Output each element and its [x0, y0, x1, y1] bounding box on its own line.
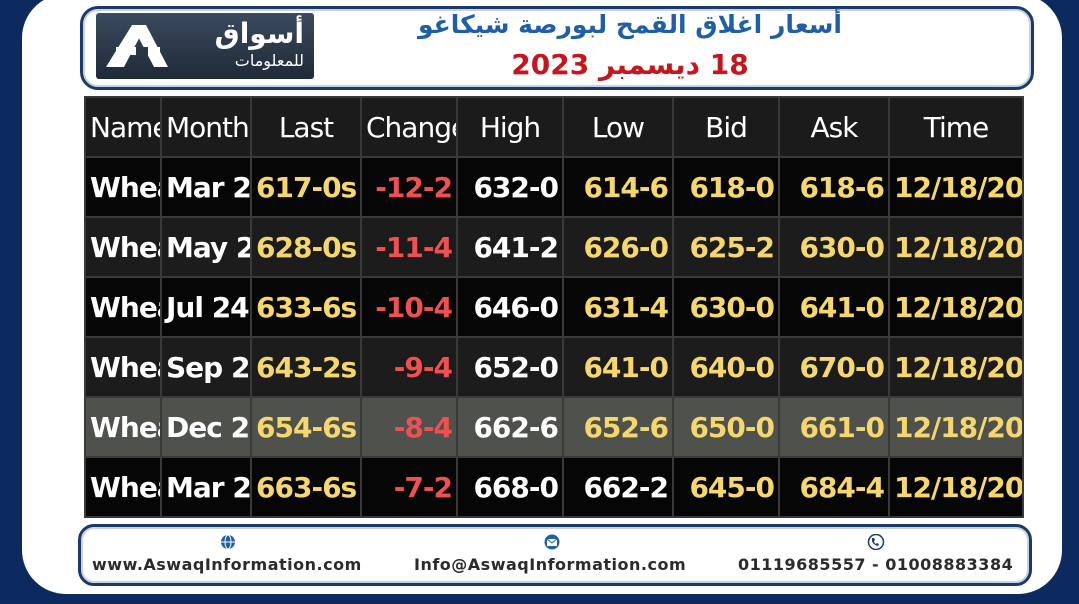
table-row: Wheat Dec 24 654-6s -8-4 662-6 652-6 650… [84, 396, 1024, 458]
cell-last: 633-6s [250, 276, 362, 338]
cell-change: -8-4 [360, 396, 458, 458]
cell-last: 654-6s [250, 396, 362, 458]
cell-time: 12/18/2023 [888, 336, 1024, 398]
cell-name: Wheat [84, 276, 162, 338]
logo-mark-icon [106, 25, 168, 67]
cell-high: 662-6 [456, 396, 564, 458]
page-title: أسعار اغلاق القمح لبورصة شيكاغو [417, 10, 842, 39]
cell-month: Dec 24 [160, 396, 252, 458]
cell-ask: 684-4 [778, 456, 890, 518]
logo-text-secondary: للمعلومات [234, 51, 304, 70]
cell-name: Wheat [84, 156, 162, 218]
cell-month: Jul 24 [160, 276, 252, 338]
phone-icon [867, 534, 885, 550]
cell-high: 641-2 [456, 216, 564, 278]
cell-name: Wheat [84, 396, 162, 458]
column-header-name: Name [84, 96, 162, 158]
cell-ask: 630-0 [778, 216, 890, 278]
cell-name: Wheat [84, 336, 162, 398]
envelope-icon [544, 534, 560, 550]
cell-low: 652-6 [562, 396, 674, 458]
cell-change: -11-4 [360, 216, 458, 278]
cell-low: 662-2 [562, 456, 674, 518]
cell-ask: 670-0 [778, 336, 890, 398]
cell-high: 652-0 [456, 336, 564, 398]
cell-month: Mar 24 [160, 156, 252, 218]
cell-bid: 630-0 [672, 276, 780, 338]
table-row: Wheat Mar 24 617-0s -12-2 632-0 614-6 61… [84, 156, 1024, 218]
page-date: 18 ديسمبر 2023 [511, 48, 749, 81]
cell-time: 12/18/2023 [888, 276, 1024, 338]
footer-phone-numbers: 01119685557 - 01008883384 [738, 555, 1014, 574]
price-table: Name Month Last Change High Low Bid Ask … [84, 96, 1024, 518]
cell-change: -7-2 [360, 456, 458, 518]
cell-change: -12-2 [360, 156, 458, 218]
cell-high: 632-0 [456, 156, 564, 218]
cell-bid: 618-0 [672, 156, 780, 218]
column-header-time: Time [888, 96, 1024, 158]
cell-high: 668-0 [456, 456, 564, 518]
globe-icon [221, 534, 235, 550]
cell-name: Wheat [84, 456, 162, 518]
cell-time: 12/18/2023 [888, 456, 1024, 518]
cell-low: 641-0 [562, 336, 674, 398]
table-row: Wheat May 24 628-0s -11-4 641-2 626-0 62… [84, 216, 1024, 278]
cell-time: 12/18/2023 [888, 156, 1024, 218]
cell-last: 643-2s [250, 336, 362, 398]
cell-time: 12/18/2023 [888, 216, 1024, 278]
cell-low: 631-4 [562, 276, 674, 338]
table-row: Wheat Sep 24 643-2s -9-4 652-0 641-0 640… [84, 336, 1024, 398]
column-header-last: Last [250, 96, 362, 158]
cell-bid: 645-0 [672, 456, 780, 518]
cell-name: Wheat [84, 216, 162, 278]
cell-month: May 24 [160, 216, 252, 278]
cell-low: 626-0 [562, 216, 674, 278]
cell-bid: 625-2 [672, 216, 780, 278]
table-header-row: Name Month Last Change High Low Bid Ask … [84, 96, 1024, 158]
cell-change: -9-4 [360, 336, 458, 398]
brand-logo: أسواق للمعلومات [96, 13, 314, 79]
cell-high: 646-0 [456, 276, 564, 338]
cell-ask: 618-6 [778, 156, 890, 218]
cell-bid: 640-0 [672, 336, 780, 398]
price-table-container: Name Month Last Change High Low Bid Ask … [84, 96, 1024, 518]
column-header-ask: Ask [778, 96, 890, 158]
column-header-change: Change [360, 96, 458, 158]
cell-last: 663-6s [250, 456, 362, 518]
table-row: Wheat Mar 25 663-6s -7-2 668-0 662-2 645… [84, 456, 1024, 518]
cell-time: 12/18/2023 [888, 396, 1024, 458]
cell-bid: 650-0 [672, 396, 780, 458]
cell-ask: 641-0 [778, 276, 890, 338]
logo-text-primary: أسواق [214, 17, 304, 50]
cell-last: 628-0s [250, 216, 362, 278]
cell-month: Mar 25 [160, 456, 252, 518]
column-header-high: High [456, 96, 564, 158]
table-row: Wheat Jul 24 633-6s -10-4 646-0 631-4 63… [84, 276, 1024, 338]
cell-low: 614-6 [562, 156, 674, 218]
column-header-low: Low [562, 96, 674, 158]
footer-email-link[interactable]: Info@AswaqInformation.com [414, 555, 687, 574]
column-header-bid: Bid [672, 96, 780, 158]
cell-last: 617-0s [250, 156, 362, 218]
footer-website-link[interactable]: www.AswaqInformation.com [92, 555, 362, 574]
cell-ask: 661-0 [778, 396, 890, 458]
cell-month: Sep 24 [160, 336, 252, 398]
column-header-month: Month [160, 96, 252, 158]
cell-change: -10-4 [360, 276, 458, 338]
